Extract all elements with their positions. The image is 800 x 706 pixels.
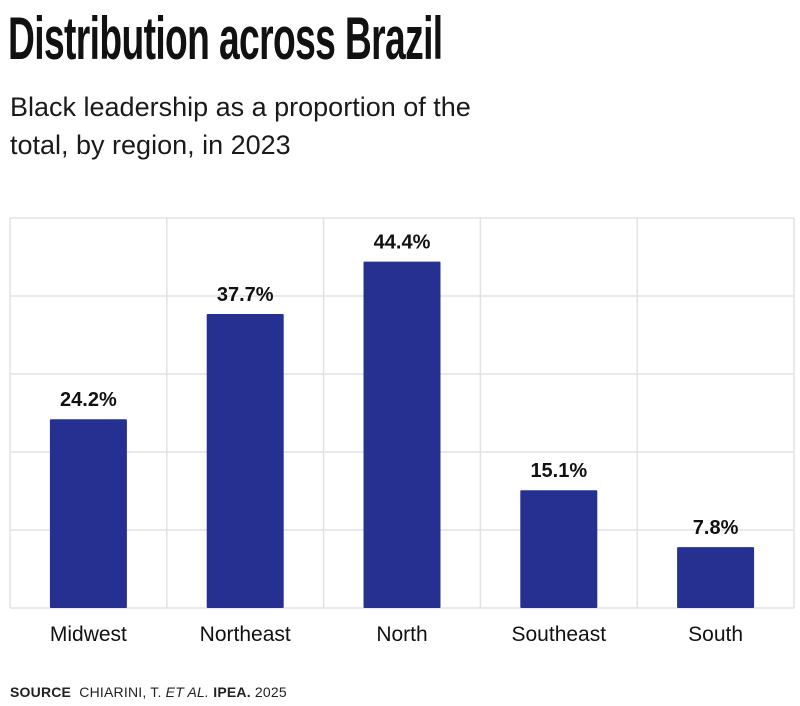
- chart-title: Distribution across Brazil: [8, 5, 443, 72]
- source-year: 2025: [254, 684, 287, 700]
- source-etal: ET AL.: [165, 684, 210, 700]
- source-label: SOURCE: [10, 684, 72, 700]
- chart-subtitle: Black leadership as a proportion of the …: [10, 92, 471, 160]
- data-label: 37.7%: [217, 284, 274, 306]
- source-author: CHIARINI, T.: [79, 684, 162, 700]
- data-label: 15.1%: [530, 460, 587, 482]
- source-note: SOURCE CHIARINI, T. ET AL. IPEA. 2025: [10, 684, 287, 700]
- bar-southeast: [520, 490, 598, 608]
- x-tick-label: Southeast: [512, 623, 607, 646]
- data-label: 44.4%: [374, 232, 431, 254]
- bar-midwest: [49, 419, 127, 608]
- data-label: 24.2%: [60, 389, 117, 411]
- data-label: 7.8%: [693, 517, 739, 539]
- source-publisher: IPEA.: [213, 684, 251, 700]
- bar-chart: 24.2% Midwest 37.7% Northeast 44.4% North 15.1…: [9, 217, 795, 646]
- x-tick-label: Northeast: [200, 623, 291, 646]
- x-tick-label: Midwest: [50, 623, 127, 646]
- x-tick-label: South: [688, 623, 743, 646]
- bar-south: [677, 547, 755, 608]
- bar-north: [363, 261, 441, 608]
- x-tick-label: North: [376, 623, 427, 646]
- bar-northeast: [206, 313, 284, 608]
